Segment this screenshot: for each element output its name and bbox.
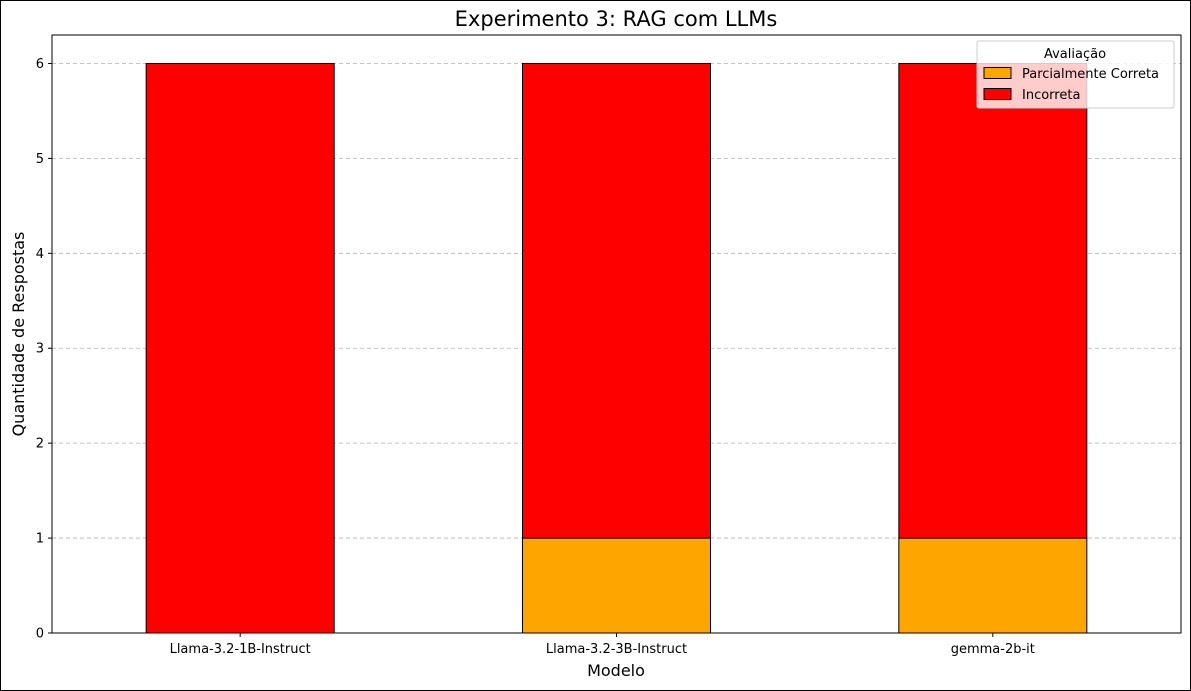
- bar-segment: [145, 62, 335, 634]
- bar-segment: [522, 537, 711, 634]
- bar-segment: [898, 537, 1088, 634]
- y-tick-label: 6: [36, 57, 44, 72]
- legend-entry-label: Parcialmente Correta: [1022, 67, 1159, 82]
- bar-segment: [522, 62, 711, 539]
- legend: Avaliação Parcialmente Correta Incorreta: [976, 40, 1175, 109]
- legend-box: [976, 40, 1175, 109]
- y-tick-label: 3: [36, 342, 44, 357]
- legend-swatch: [983, 67, 1012, 79]
- bar-segment: [898, 62, 1088, 539]
- x-axis-ticks: Llama-3.2-1B-Instruct Llama-3.2-3B-Instru…: [170, 633, 1035, 657]
- y-axis-label: Quantidade de Respostas: [9, 232, 28, 437]
- y-tick-label: 4: [36, 247, 44, 262]
- legend-entry-label: Incorreta: [1022, 88, 1080, 103]
- x-tick-label: Llama-3.2-3B-Instruct: [546, 642, 687, 657]
- y-tick-label: 2: [36, 437, 44, 452]
- legend-title: Avaliação: [1044, 47, 1106, 62]
- bars: [145, 62, 1088, 634]
- legend-swatch: [983, 88, 1012, 100]
- x-tick-label: gemma-2b-it: [951, 642, 1035, 657]
- y-axis-ticks: 0 1 2 3 4 5 6: [36, 57, 52, 642]
- y-tick-label: 0: [36, 627, 44, 642]
- legend-items: Parcialmente Correta Incorreta: [983, 67, 1159, 103]
- x-axis-label: Modelo: [587, 661, 645, 680]
- y-tick-label: 1: [36, 532, 44, 547]
- y-tick-label: 5: [36, 152, 44, 167]
- chart-title: Experimento 3: RAG com LLMs: [455, 7, 778, 31]
- x-tick-label: Llama-3.2-1B-Instruct: [170, 642, 311, 657]
